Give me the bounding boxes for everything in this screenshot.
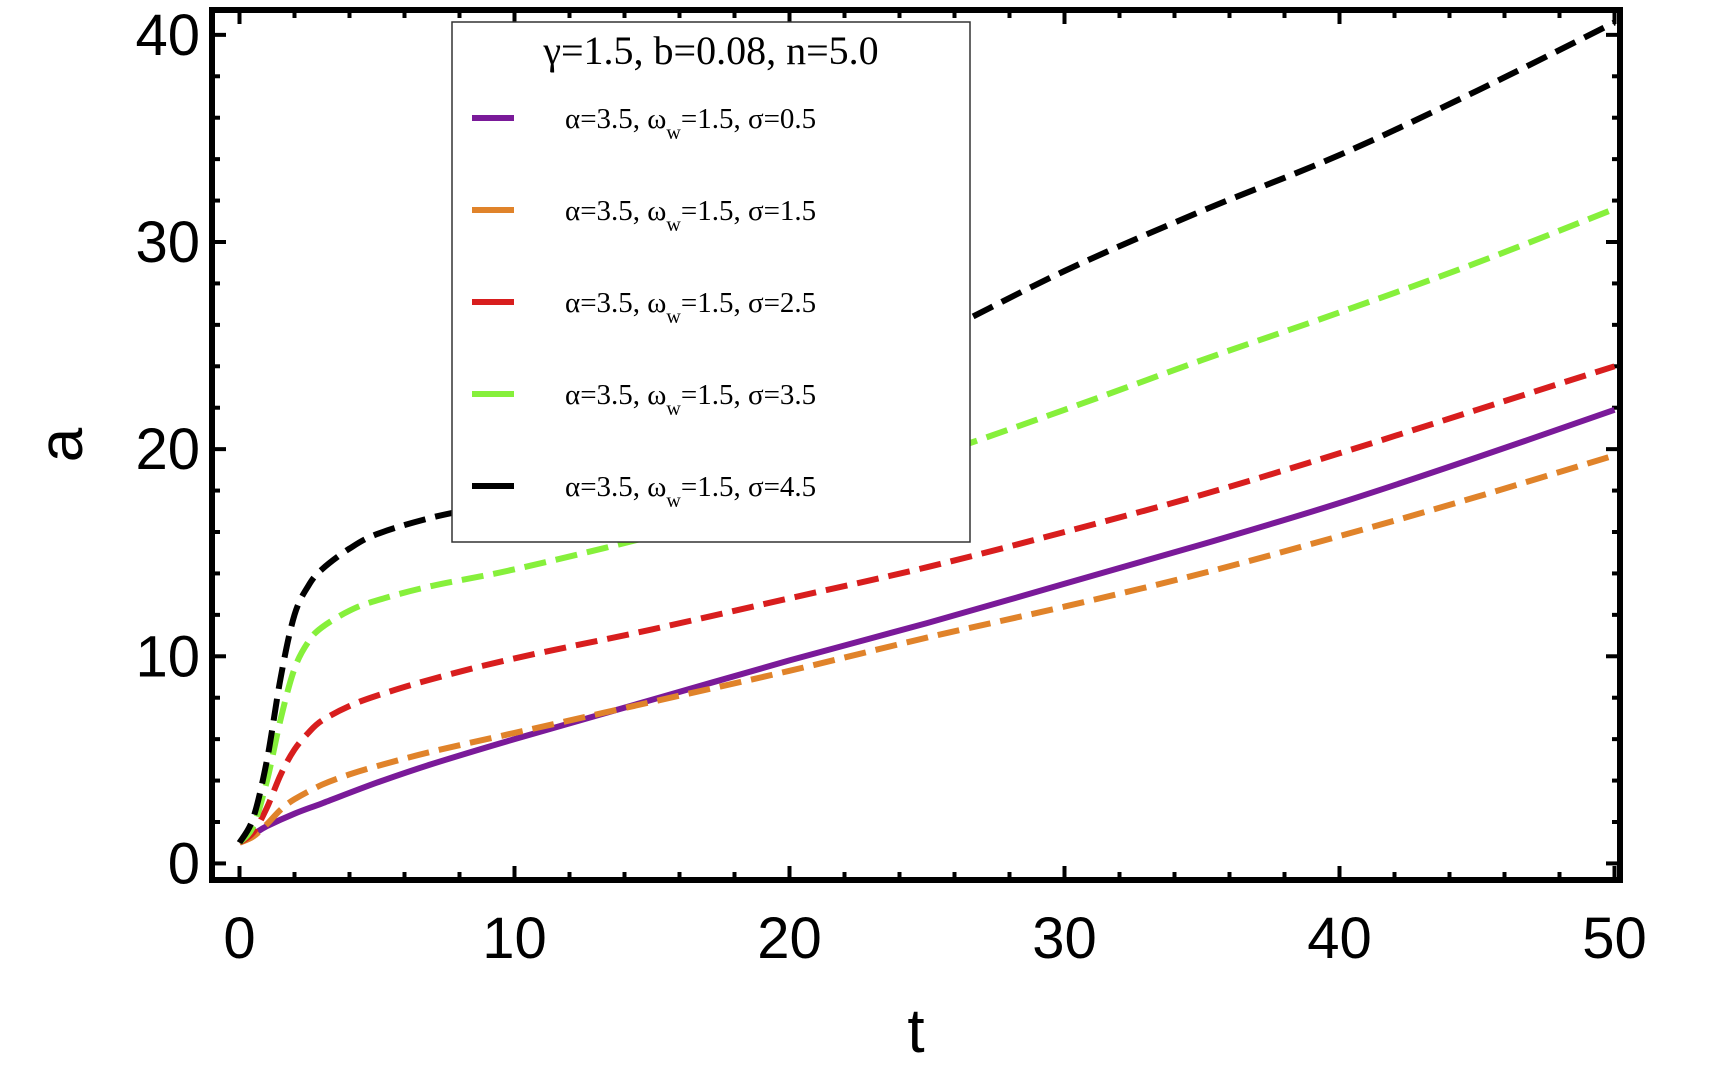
y-tick-label: 10	[135, 624, 200, 689]
y-tick-label: 20	[135, 417, 200, 482]
y-tick-label: 0	[168, 831, 200, 896]
legend-label-sub: w	[666, 398, 681, 420]
legend-label-sub: w	[666, 490, 681, 512]
legend-label-4: α=3.5, ωw=1.5, σ=3.5	[565, 379, 816, 420]
legend-label-part: α=3.5, ω	[565, 287, 666, 319]
plot-frame	[209, 7, 1623, 883]
legend-label-part: α=3.5, ω	[565, 195, 666, 227]
legend-label-sub: w	[666, 122, 681, 144]
x-axis-title: t	[907, 997, 924, 1066]
legend-label-part: =1.5, σ=2.5	[681, 287, 816, 319]
legend-label-part: =1.5, σ=0.5	[681, 103, 816, 135]
legend-label-part: α=3.5, ω	[565, 103, 666, 135]
y-tick-label: 40	[135, 3, 200, 68]
series-line-4	[237, 206, 1616, 845]
series-line-3	[237, 363, 1616, 846]
legend-label-1: α=3.5, ωw=1.5, σ=0.5	[565, 103, 816, 144]
legend-label-part: α=3.5, ω	[565, 471, 666, 503]
x-tick-label: 30	[1032, 906, 1097, 971]
legend: γ=1.5, b=0.08, n=5.0 α=3.5, ωw=1.5, σ=0.…	[451, 21, 971, 543]
legend-label-5: α=3.5, ωw=1.5, σ=4.5	[565, 471, 816, 512]
legend-title: γ=1.5, b=0.08, n=5.0	[542, 28, 878, 73]
series-line-5	[236, 19, 1616, 845]
legend-label-sub: w	[666, 306, 681, 328]
y-axis-title: a	[27, 427, 96, 462]
x-tick-label: 50	[1582, 906, 1647, 971]
legend-label-part: =1.5, σ=3.5	[681, 379, 816, 411]
y-tick-label: 30	[135, 210, 200, 275]
x-tick-label: 20	[757, 906, 822, 971]
x-tick-label: 0	[223, 906, 255, 971]
legend-label-part: =1.5, σ=1.5	[681, 195, 816, 227]
legend-label-part: α=3.5, ω	[565, 379, 666, 411]
legend-items: α=3.5, ωw=1.5, σ=0.5α=3.5, ωw=1.5, σ=1.5…	[472, 103, 816, 512]
series-layer	[236, 19, 1616, 846]
x-tick-label: 10	[482, 906, 547, 971]
legend-box	[451, 21, 971, 543]
legend-label-part: =1.5, σ=4.5	[681, 471, 816, 503]
legend-label-3: α=3.5, ωw=1.5, σ=2.5	[565, 287, 816, 328]
legend-label-2: α=3.5, ωw=1.5, σ=1.5	[565, 195, 816, 236]
legend-label-sub: w	[666, 214, 681, 236]
tick-labels: 0 10 20 30 40 50 0 10 20 30 40	[135, 3, 1646, 971]
series-line-1	[237, 406, 1616, 846]
x-tick-label: 40	[1307, 906, 1372, 971]
series-line-2	[238, 452, 1616, 846]
